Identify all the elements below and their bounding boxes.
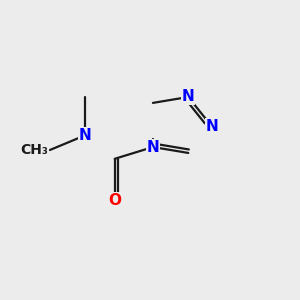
Text: N: N [206, 119, 218, 134]
Text: O: O [108, 193, 121, 208]
Text: CH₃: CH₃ [20, 143, 48, 157]
Text: N: N [79, 128, 92, 143]
Text: N: N [147, 140, 159, 154]
Text: N: N [182, 89, 195, 104]
